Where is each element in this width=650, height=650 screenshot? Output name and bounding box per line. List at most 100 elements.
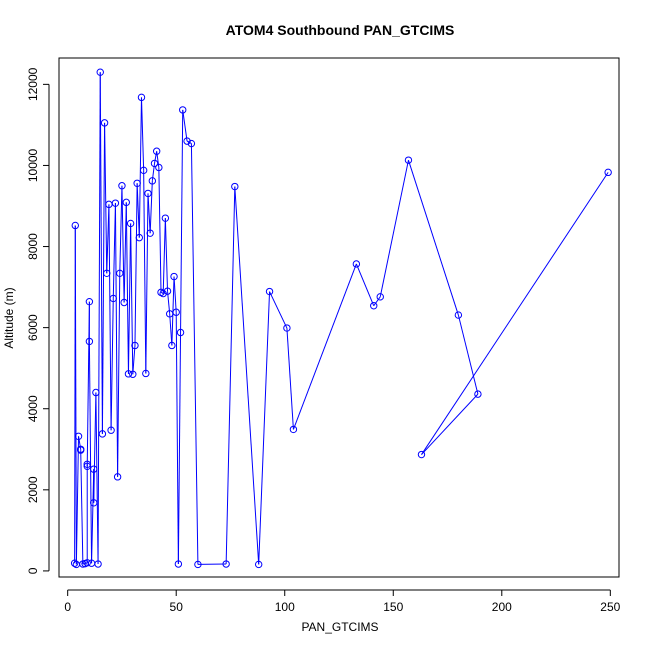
data-point: [120, 298, 128, 307]
plot-frame: [58, 57, 620, 578]
data-point: [131, 341, 139, 350]
series-segment: [117, 273, 121, 477]
data-point: [109, 294, 117, 303]
series-segment: [190, 143, 199, 565]
data-point: [77, 446, 85, 454]
series-points: [70, 68, 612, 569]
data-point: [417, 450, 426, 459]
series-segment: [104, 122, 108, 274]
y-tick-label: 4000: [26, 395, 40, 422]
y-tick-label: 2000: [26, 476, 40, 503]
data-point: [265, 287, 274, 296]
data-point: [148, 177, 157, 185]
data-point: [604, 168, 612, 177]
data-point: [159, 289, 167, 298]
series-segment: [149, 180, 153, 234]
data-point: [90, 499, 98, 507]
x-tick-label: 250: [600, 600, 620, 614]
x-tick-label: 200: [492, 600, 512, 614]
series-segment: [407, 160, 459, 316]
data-point: [370, 302, 378, 310]
data-point: [454, 311, 463, 319]
data-point: [83, 462, 91, 471]
data-point: [129, 370, 137, 378]
series-segment: [154, 151, 158, 164]
data-point: [155, 163, 163, 172]
series-segment: [421, 393, 479, 455]
series-segment: [225, 186, 236, 565]
data-point: [137, 93, 146, 102]
data-point: [90, 465, 98, 473]
series-segment: [134, 183, 138, 346]
data-point: [161, 214, 170, 222]
series-segment: [164, 218, 169, 292]
y-axis-title: Altitude (m): [2, 287, 16, 348]
data-point: [283, 324, 291, 332]
y-tick-label: 8000: [26, 233, 40, 260]
series-segment: [167, 291, 171, 314]
series-segment: [162, 218, 166, 294]
series-segment: [97, 72, 101, 565]
series-segment: [101, 122, 106, 434]
series-segment: [292, 263, 357, 430]
data-point: [133, 179, 141, 187]
series-segment: [234, 186, 260, 565]
x-tick-label: 50: [170, 600, 184, 614]
series-segment: [121, 185, 125, 303]
series-segment: [286, 328, 294, 430]
series-segment: [269, 291, 288, 329]
data-point: [103, 269, 111, 278]
series-segment: [373, 296, 381, 307]
series-segment: [114, 203, 119, 477]
data-point: [163, 287, 172, 295]
data-point: [116, 269, 124, 278]
data-point: [183, 137, 191, 145]
data-point: [142, 369, 150, 378]
data-point: [289, 425, 298, 434]
data-point: [139, 166, 148, 175]
series-segment: [158, 167, 162, 293]
chart-title: ATOM4 Southbound PAN_GTCIMS: [226, 22, 455, 38]
data-point: [118, 182, 126, 190]
series-segment: [140, 97, 145, 171]
series-segment: [130, 223, 134, 375]
series-segment: [169, 313, 173, 346]
data-point: [146, 229, 154, 237]
data-point: [122, 198, 130, 207]
data-point: [222, 560, 230, 568]
data-point: [124, 370, 133, 378]
data-point: [376, 293, 384, 301]
data-point: [474, 390, 482, 398]
series-segment: [173, 276, 177, 313]
series-segment: [88, 341, 93, 564]
data-point: [150, 159, 159, 168]
data-point: [144, 189, 152, 198]
data-point: [152, 147, 161, 155]
data-point: [96, 68, 104, 76]
data-point: [174, 560, 183, 568]
y-tick-label: 6000: [26, 314, 40, 341]
y-tick-label: 10000: [26, 148, 40, 182]
data-point: [85, 337, 94, 346]
data-point: [254, 560, 263, 569]
data-point: [231, 182, 239, 191]
data-point: [98, 430, 107, 438]
series-segment: [421, 172, 609, 455]
data-point: [172, 308, 180, 316]
data-point: [352, 260, 361, 268]
series-segment: [145, 193, 149, 374]
series-segment: [177, 332, 182, 565]
series-segment: [147, 193, 151, 234]
series-segment: [127, 223, 132, 374]
series-segment: [123, 202, 127, 303]
series-segment: [93, 392, 97, 503]
series-segment: [138, 97, 142, 238]
series-segment: [74, 225, 77, 565]
series-segment: [119, 185, 123, 274]
series-segment: [99, 72, 103, 434]
y-tick-label: 12000: [26, 67, 40, 101]
data-point: [85, 297, 94, 306]
series-segment: [80, 450, 84, 565]
